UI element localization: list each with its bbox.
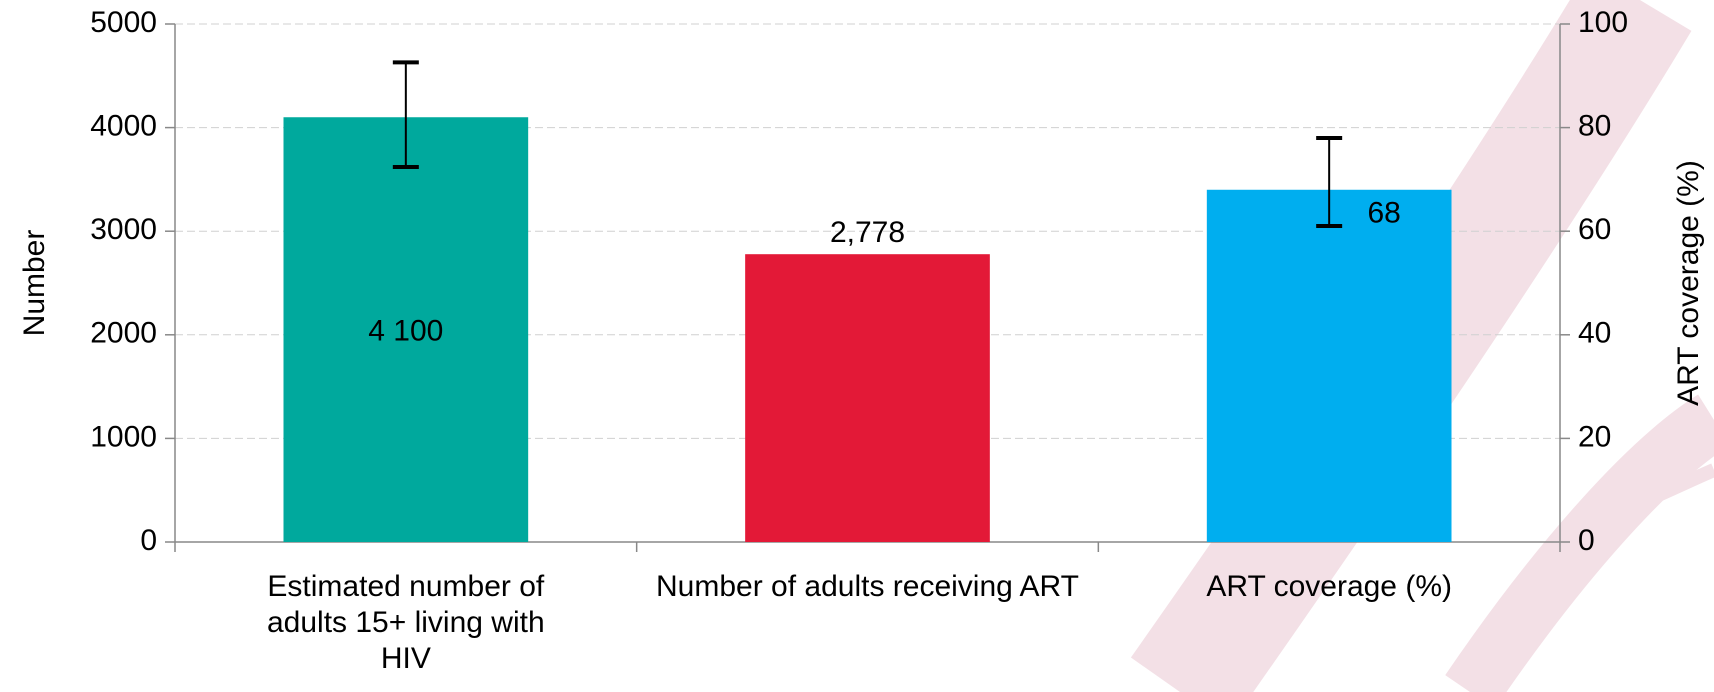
y-tick-label: 1000 xyxy=(90,420,157,453)
y2-tick-label: 20 xyxy=(1578,420,1611,453)
y-axis-title: Number xyxy=(18,230,51,337)
y-tick-label: 3000 xyxy=(90,213,157,246)
y2-tick-label: 0 xyxy=(1578,524,1595,557)
x-tick-label: ART coverage (%) xyxy=(1079,569,1579,605)
y-tick-label: 5000 xyxy=(90,6,157,39)
data-label: 4 100 xyxy=(368,315,443,348)
bar xyxy=(745,254,990,542)
bar xyxy=(1207,190,1452,542)
y2-tick-label: 100 xyxy=(1578,6,1628,39)
y2-tick-label: 40 xyxy=(1578,317,1611,350)
data-label: 2,778 xyxy=(830,216,905,249)
x-tick-label: Estimated number of adults 15+ living wi… xyxy=(256,569,556,677)
page: Number ART coverage (%) 0100020003000400… xyxy=(0,0,1714,692)
y2-tick-label: 60 xyxy=(1578,213,1611,246)
y2-axis-title: ART coverage (%) xyxy=(1672,160,1705,406)
data-label: 68 xyxy=(1367,197,1400,230)
y2-tick-label: 80 xyxy=(1578,110,1611,143)
y-tick-label: 2000 xyxy=(90,317,157,350)
y-tick-label: 4000 xyxy=(90,110,157,143)
x-tick-label: Number of adults receiving ART xyxy=(618,569,1118,605)
y-tick-label: 0 xyxy=(140,524,157,557)
